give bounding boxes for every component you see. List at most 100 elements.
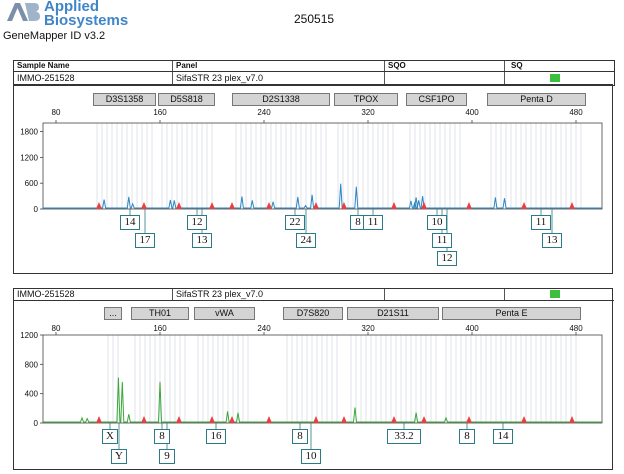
applied-biosystems-logo-icon bbox=[7, 3, 40, 21]
sqo-value bbox=[384, 72, 504, 84]
marker-csf1po: CSF1PO bbox=[406, 93, 467, 106]
x-tick-label: 240 bbox=[257, 324, 271, 333]
x-tick-label: 240 bbox=[257, 108, 271, 117]
col-sqo: SQO bbox=[384, 61, 504, 71]
trace-line bbox=[43, 377, 602, 423]
quality-flag-icon bbox=[550, 290, 560, 298]
brand-line-1: Applied bbox=[44, 0, 99, 15]
brand-line-2: Biosystems bbox=[44, 12, 129, 29]
x-tick-label: 80 bbox=[52, 324, 61, 333]
marker-vwa: vWA bbox=[194, 307, 255, 320]
size-standard-marker bbox=[421, 416, 427, 423]
size-standard-marker bbox=[421, 202, 427, 209]
x-tick-label: 160 bbox=[153, 324, 167, 333]
electropherogram-panel-2: IMMO-251528 SifaSTR 23 plex_v7.0 ... TH01… bbox=[13, 288, 614, 470]
allele-label[interactable]: 16 bbox=[206, 429, 226, 444]
brand-name: Applied Biosystems bbox=[44, 0, 128, 28]
y-tick-label: 1200 bbox=[20, 153, 38, 162]
panel-2-sqo bbox=[384, 289, 504, 300]
marker-pentae: Penta E bbox=[442, 307, 581, 320]
marker-pentad: Penta D bbox=[487, 93, 586, 106]
size-standard-marker bbox=[96, 202, 102, 209]
sample-table-row: IMMO-251528 SifaSTR 23 plex_v7.0 bbox=[14, 72, 614, 84]
x-tick-label: 400 bbox=[465, 324, 479, 333]
y-tick-label: 1200 bbox=[20, 331, 38, 340]
allele-label[interactable]: 8 bbox=[350, 215, 366, 230]
size-standard-marker bbox=[229, 202, 235, 209]
allele-label[interactable]: 22 bbox=[285, 215, 305, 230]
size-standard-marker bbox=[521, 202, 527, 209]
size-standard-marker bbox=[341, 202, 347, 209]
sample-table-header: Sample Name Panel SQO SQ bbox=[14, 61, 614, 72]
allele-label[interactable]: 9 bbox=[159, 449, 175, 464]
panel-2-header: IMMO-251528 SifaSTR 23 plex_v7.0 bbox=[14, 289, 614, 301]
x-tick-label: 480 bbox=[569, 324, 583, 333]
plot-frame bbox=[42, 122, 603, 210]
size-standard-marker bbox=[569, 202, 575, 209]
marker-d7s820: D7S820 bbox=[283, 307, 343, 320]
allele-label[interactable]: 14 bbox=[120, 215, 140, 230]
sample-table: Sample Name Panel SQO SQ IMMO-251528 Sif… bbox=[13, 60, 615, 86]
allele-label[interactable]: 11 bbox=[363, 215, 383, 230]
marker-tpox: TPOX bbox=[334, 93, 398, 106]
size-standard-marker bbox=[341, 416, 347, 423]
trace-line bbox=[43, 183, 602, 209]
allele-label[interactable]: 10 bbox=[427, 215, 447, 230]
y-tick-label: 600 bbox=[25, 179, 39, 188]
allele-label[interactable]: Y bbox=[111, 449, 127, 464]
panel-2-panel-name: SifaSTR 23 plex_v7.0 bbox=[172, 289, 384, 300]
run-id: 250515 bbox=[294, 12, 335, 26]
size-standard-marker bbox=[466, 202, 472, 209]
panel-2-sq bbox=[504, 289, 614, 300]
col-sample-name: Sample Name bbox=[17, 61, 70, 70]
allele-label[interactable]: 14 bbox=[493, 429, 513, 444]
allele-label[interactable]: 12 bbox=[437, 251, 457, 266]
allele-label[interactable]: 10 bbox=[301, 449, 321, 464]
electropherogram-2: 80 160 240 320 400 480 0 400 800 1200 bbox=[20, 324, 603, 449]
size-standard-marker bbox=[229, 416, 235, 423]
size-standard-marker bbox=[141, 202, 147, 209]
size-standard-marker bbox=[466, 416, 472, 423]
marker-more-button[interactable]: ... bbox=[104, 307, 122, 320]
panel-2-sample-name: IMMO-251528 bbox=[17, 289, 75, 299]
allele-label[interactable]: 11 bbox=[531, 215, 551, 230]
marker-d2s1338: D2S1338 bbox=[232, 93, 330, 106]
size-standard-marker bbox=[266, 202, 272, 209]
allele-label[interactable]: 24 bbox=[296, 233, 316, 248]
allele-label[interactable]: 33.2 bbox=[387, 429, 421, 444]
allele-label[interactable]: 13 bbox=[542, 233, 562, 248]
allele-label[interactable]: 8 bbox=[292, 429, 308, 444]
y-tick-label: 1800 bbox=[20, 128, 38, 137]
y-tick-label: 400 bbox=[25, 390, 39, 399]
size-standard-marker bbox=[141, 416, 147, 423]
size-standard-marker bbox=[569, 416, 575, 423]
size-standard-marker bbox=[521, 416, 527, 423]
x-tick-label: 320 bbox=[361, 324, 375, 333]
allele-label[interactable]: 11 bbox=[432, 233, 452, 248]
size-standard-marker bbox=[313, 202, 319, 209]
sq-value bbox=[504, 72, 614, 84]
x-tick-label: 320 bbox=[361, 108, 375, 117]
plot-frame bbox=[42, 334, 603, 424]
allele-label[interactable]: X bbox=[102, 429, 118, 444]
allele-label[interactable]: 13 bbox=[192, 233, 212, 248]
size-standard-marker bbox=[313, 416, 319, 423]
col-sq: SQ bbox=[504, 61, 614, 71]
y-tick-label: 800 bbox=[25, 360, 39, 369]
x-tick-label: 160 bbox=[153, 108, 167, 117]
sample-name-value: IMMO-251528 bbox=[17, 73, 75, 83]
x-tick-label: 80 bbox=[52, 108, 61, 117]
size-standard-marker bbox=[391, 416, 397, 423]
x-tick-label: 480 bbox=[569, 108, 583, 117]
allele-label[interactable]: 17 bbox=[135, 233, 155, 248]
size-standard-marker bbox=[209, 202, 215, 209]
allele-label[interactable]: 12 bbox=[187, 215, 207, 230]
panel-value: SifaSTR 23 plex_v7.0 bbox=[172, 72, 384, 84]
quality-flag-icon bbox=[550, 74, 560, 82]
y-tick-label: 0 bbox=[34, 205, 39, 214]
size-standard-marker bbox=[391, 202, 397, 209]
size-standard-marker bbox=[209, 416, 215, 423]
allele-label[interactable]: 8 bbox=[459, 429, 475, 444]
allele-label[interactable]: 8 bbox=[154, 429, 170, 444]
product-name: GeneMapper ID v3.2 bbox=[3, 30, 106, 42]
